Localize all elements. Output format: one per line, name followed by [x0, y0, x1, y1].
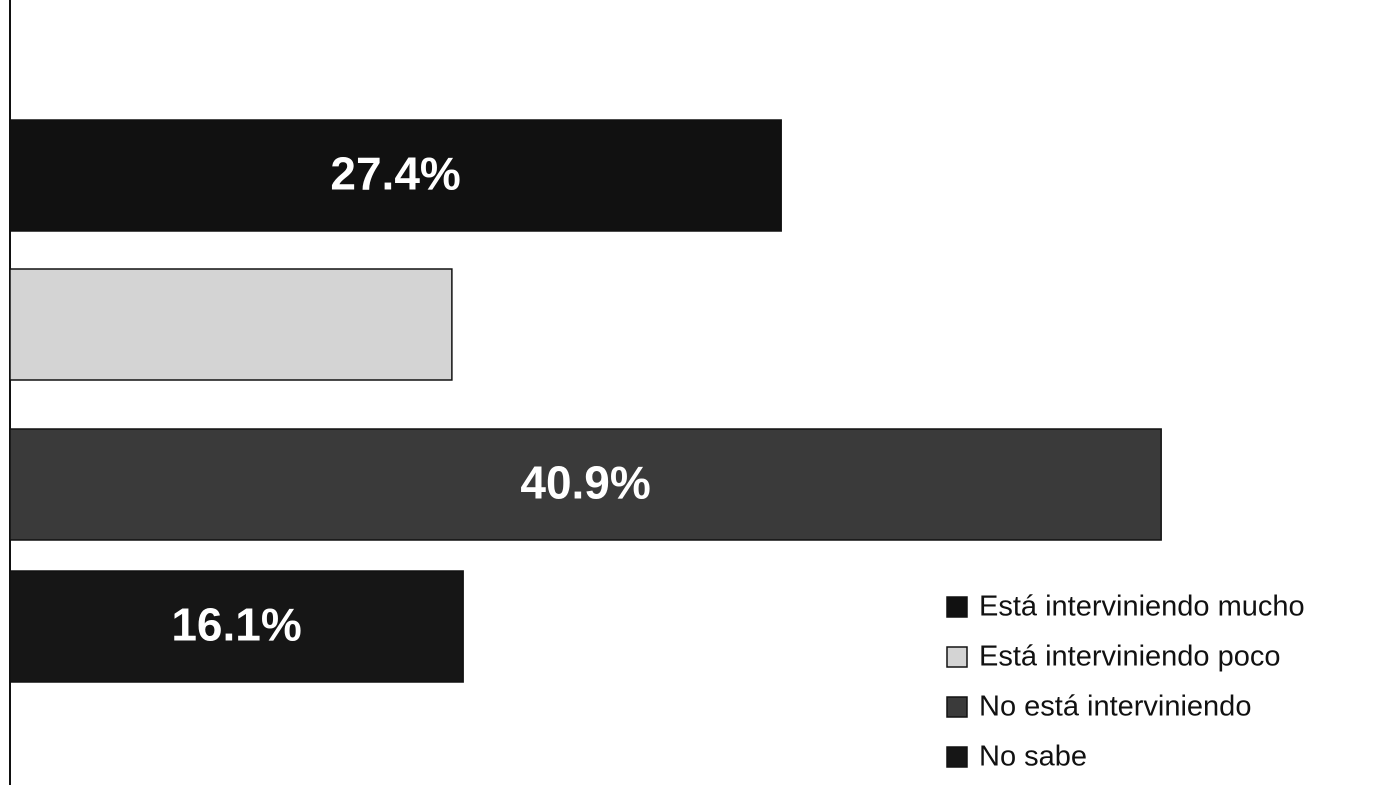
- bar: [9, 428, 1162, 541]
- bar: [9, 268, 453, 381]
- legend-swatch: [946, 696, 968, 718]
- legend-swatch: [946, 596, 968, 618]
- value-label: 16.1%: [171, 599, 301, 651]
- bar: [9, 570, 464, 683]
- bar: [9, 119, 782, 232]
- legend-swatch: [946, 746, 968, 768]
- value-label: 27.4%: [330, 148, 460, 200]
- value-label: 40.9%: [520, 457, 650, 509]
- legend-label: No sabe: [979, 741, 1087, 773]
- legend-label: Está interviniendo mucho: [979, 591, 1305, 623]
- legend-label: No está interviniendo: [979, 691, 1251, 723]
- legend-label: Está interviniendo poco: [979, 641, 1280, 673]
- legend-swatch: [946, 646, 968, 668]
